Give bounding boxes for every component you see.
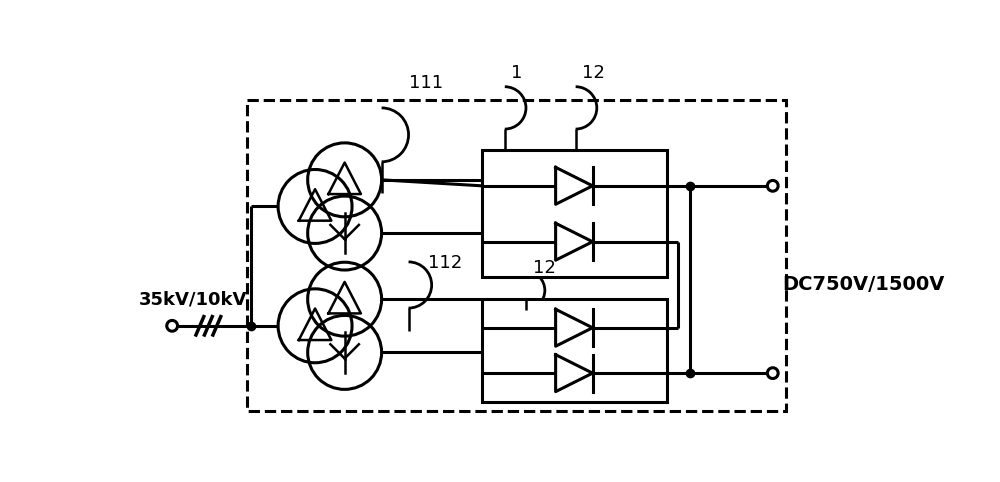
Text: 12: 12 <box>582 65 605 82</box>
Text: 111: 111 <box>409 75 443 93</box>
Text: 112: 112 <box>428 254 462 272</box>
Text: 12: 12 <box>533 259 555 277</box>
Bar <box>482 150 666 277</box>
Bar <box>482 299 666 402</box>
Text: 1: 1 <box>511 65 522 82</box>
Text: DC750V/1500V: DC750V/1500V <box>782 276 944 295</box>
Bar <box>247 100 786 411</box>
Text: 35kV/10kV: 35kV/10kV <box>139 291 247 309</box>
